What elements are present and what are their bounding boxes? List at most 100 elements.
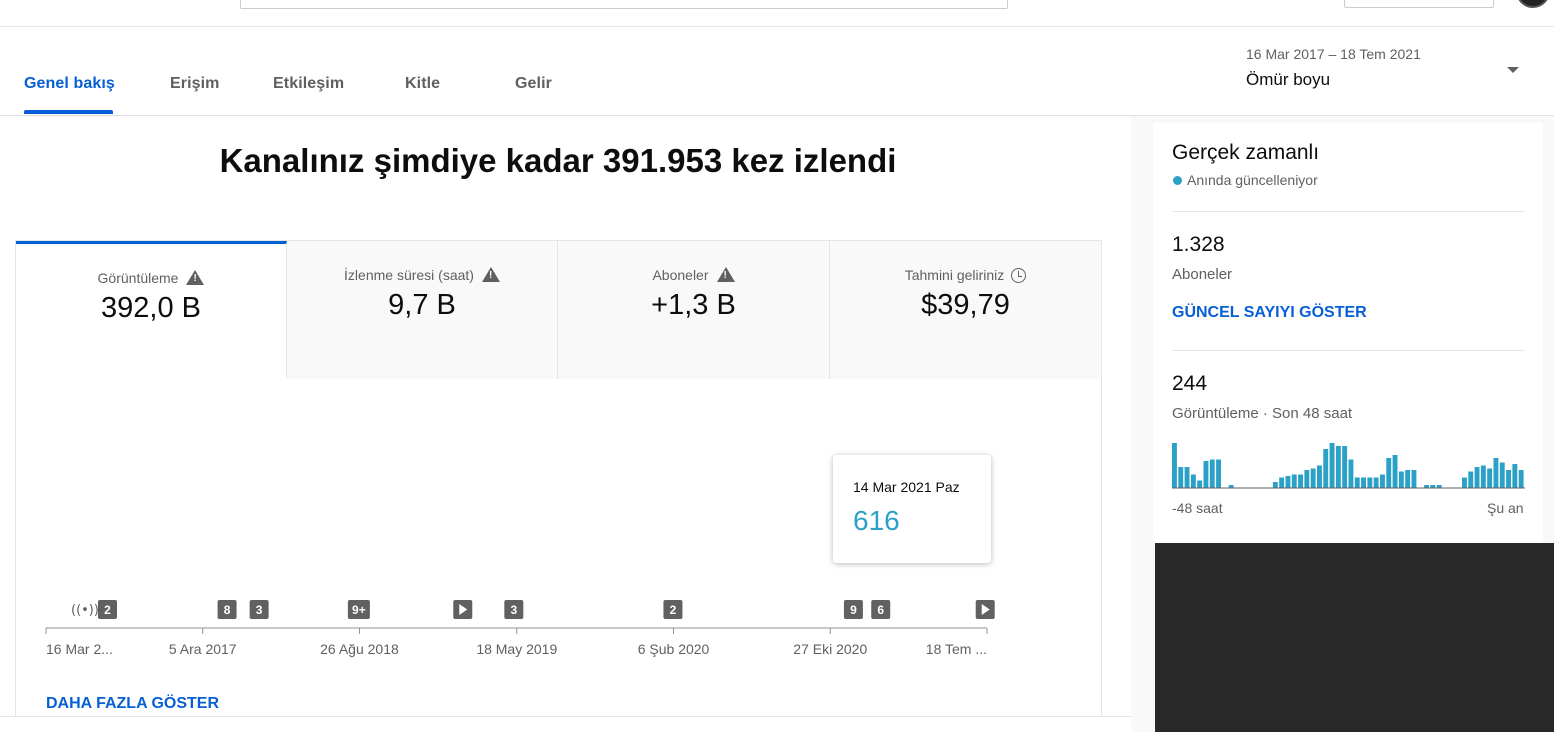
realtime-bar[interactable]: [1480, 465, 1486, 489]
header-button[interactable]: [1344, 0, 1494, 8]
realtime-bar[interactable]: [1228, 485, 1234, 488]
realtime-bar[interactable]: [1304, 470, 1310, 488]
marker-count: 3: [510, 603, 517, 617]
realtime-bar[interactable]: [1361, 477, 1366, 489]
realtime-bar[interactable]: [1392, 455, 1398, 488]
divider: [1172, 211, 1525, 212]
show-more-button[interactable]: DAHA FAZLA GÖSTER: [46, 695, 220, 712]
realtime-bar[interactable]: [1367, 477, 1373, 489]
realtime-bar[interactable]: [1499, 462, 1505, 489]
marker-badge: [663, 600, 683, 619]
chevron-down-icon[interactable]: [1507, 67, 1519, 73]
metric-label: Tahmini geliriniz: [904, 267, 1005, 283]
realtime-bar[interactable]: [1291, 474, 1297, 489]
warning-icon[interactable]: [481, 267, 500, 282]
realtime-bar[interactable]: [1474, 467, 1480, 488]
realtime-bar[interactable]: [1430, 485, 1436, 488]
realtime-bar[interactable]: [1411, 470, 1417, 488]
tabs-bar: Genel bakış Erişim Etkileşim Kitle Gelir…: [0, 27, 1554, 116]
realtime-bar[interactable]: [1398, 471, 1404, 489]
realtime-bar[interactable]: [1209, 459, 1215, 489]
realtime-bar[interactable]: [1506, 470, 1511, 488]
marker-count: 9+: [352, 603, 366, 617]
chart-marker[interactable]: 9: [843, 600, 863, 619]
tab-reach[interactable]: Erişim: [170, 75, 220, 92]
realtime-bar[interactable]: [1190, 474, 1196, 489]
clock-icon[interactable]: [1011, 268, 1027, 283]
realtime-bar[interactable]: [1518, 470, 1524, 488]
realtime-bar[interactable]: [1373, 477, 1379, 489]
x-tick-label: 26 Ağu 2018: [320, 641, 399, 657]
tooltip-value: 616: [853, 505, 900, 536]
realtime-bar-chart[interactable]: [1172, 441, 1525, 491]
chart-marker[interactable]: 3: [504, 600, 524, 619]
chart-marker[interactable]: 6: [871, 600, 891, 619]
realtime-bar[interactable]: [1310, 468, 1316, 489]
live-status-text: Anında güncelleniyor: [1187, 172, 1318, 188]
realtime-bar[interactable]: [1380, 474, 1385, 489]
warning-icon[interactable]: [716, 267, 735, 282]
tab-engagement[interactable]: Etkileşim: [273, 75, 345, 92]
search-input[interactable]: [240, 0, 1008, 9]
realtime-bar[interactable]: [1285, 476, 1291, 488]
realtime-bar[interactable]: [1298, 474, 1303, 489]
realtime-bar[interactable]: [1317, 465, 1322, 489]
realtime-bar[interactable]: [1329, 443, 1335, 488]
chart-marker[interactable]: ((•)) 2: [71, 600, 117, 619]
x-tick-label: 16 Mar 2...: [46, 641, 113, 657]
realtime-bar[interactable]: [1348, 459, 1354, 489]
chart-marker[interactable]: [453, 600, 473, 619]
realtime-bar[interactable]: [1184, 467, 1190, 488]
realtime-views-count: 244: [1172, 372, 1208, 395]
realtime-views-label: Görüntüleme · Son 48 saat: [1172, 405, 1353, 422]
tab-audience[interactable]: Kitle: [405, 75, 441, 92]
realtime-bar[interactable]: [1197, 480, 1203, 489]
metric-label: Görüntüleme: [97, 270, 179, 286]
warning-icon[interactable]: [186, 270, 205, 285]
chart-marker[interactable]: 2: [663, 600, 683, 619]
realtime-bar[interactable]: [1203, 461, 1209, 488]
metric-card-views[interactable]: Görüntüleme 392,0 B: [16, 241, 287, 379]
realtime-bar[interactable]: [1335, 446, 1341, 488]
active-tab-indicator: [24, 110, 113, 114]
chart-marker[interactable]: 8: [217, 600, 237, 619]
metric-card-watch-time[interactable]: İzlenme süresi (saat) 9,7 B: [287, 241, 558, 379]
realtime-bar[interactable]: [1279, 477, 1285, 489]
x-tick-label: 18 May 2019: [476, 641, 557, 657]
realtime-bar[interactable]: [1342, 446, 1348, 488]
metric-card-revenue[interactable]: Tahmini geliriniz $39,79: [830, 241, 1101, 379]
realtime-bar[interactable]: [1462, 477, 1467, 489]
realtime-bar[interactable]: [1512, 464, 1518, 488]
tab-overview[interactable]: Genel bakış: [24, 75, 115, 92]
realtime-bar[interactable]: [1424, 485, 1429, 488]
show-current-count-button[interactable]: GÜNCEL SAYIYI GÖSTER: [1172, 304, 1367, 321]
marker-count: 8: [224, 603, 231, 617]
date-range-text[interactable]: 16 Mar 2017 – 18 Tem 2021: [1246, 46, 1421, 62]
realtime-title: Gerçek zamanlı: [1172, 141, 1320, 164]
metric-card-subscribers[interactable]: Aboneler +1,3 B: [558, 241, 830, 379]
realtime-bar[interactable]: [1272, 482, 1278, 488]
realtime-bar[interactable]: [1216, 459, 1221, 489]
realtime-bar[interactable]: [1172, 443, 1177, 488]
realtime-bar[interactable]: [1386, 458, 1392, 488]
chart-marker[interactable]: 9+: [347, 600, 370, 619]
date-period-label[interactable]: Ömür boyu: [1246, 70, 1331, 89]
metric-value: 9,7 B: [388, 289, 456, 321]
realtime-bar[interactable]: [1323, 449, 1329, 488]
chart-marker[interactable]: 3: [249, 600, 269, 619]
metric-label: Aboneler: [652, 267, 709, 283]
realtime-bar[interactable]: [1493, 458, 1499, 488]
realtime-bar[interactable]: [1436, 485, 1442, 488]
chart-marker[interactable]: [975, 600, 995, 619]
avatar[interactable]: [1516, 0, 1550, 8]
tab-revenue[interactable]: Gelir: [515, 75, 552, 92]
realtime-bar[interactable]: [1487, 468, 1493, 489]
play-icon: [981, 604, 990, 615]
play-icon: [459, 604, 468, 615]
realtime-bar[interactable]: [1354, 477, 1360, 489]
realtime-bar[interactable]: [1468, 471, 1474, 489]
realtime-bar[interactable]: [1178, 467, 1184, 488]
realtime-bar[interactable]: [1405, 470, 1411, 488]
